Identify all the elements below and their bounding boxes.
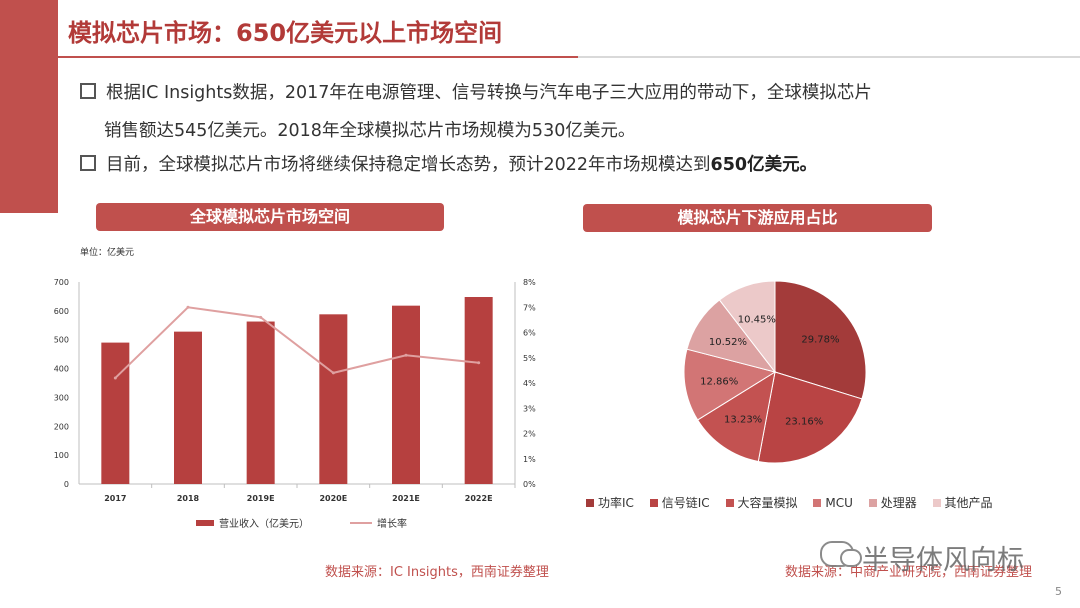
bullet-2-highlight: 650亿美元。 — [710, 155, 818, 175]
pie-slice — [683, 348, 777, 421]
x-tick-label: 2017 — [104, 494, 126, 503]
watermark: 半导体风向标 — [820, 538, 1024, 577]
y2-tick-label: 3% — [523, 404, 536, 413]
application-share-pie: 29.78% 23.16% 13.23% 12.86% 10.52% 10.45% — [683, 280, 867, 464]
y2-tick-label: 4% — [523, 379, 536, 388]
y-tick-label: 0 — [64, 480, 69, 489]
y-tick-label: 200 — [54, 422, 69, 431]
bullet-square-icon — [80, 83, 96, 99]
growth-rate-point — [259, 315, 263, 319]
legend-swatch — [868, 499, 877, 507]
y2-tick-label: 8% — [523, 278, 536, 287]
pie-slice-label: 13.23% — [724, 415, 762, 426]
wechat-icon — [820, 541, 862, 567]
bar — [101, 342, 130, 484]
bullet-2-text: 目前，全球模拟芯片市场将继续保持稳定增长态势，预计2022年市场规模达到 — [106, 155, 711, 175]
legend-swatch — [649, 499, 658, 507]
growth-rate-point — [186, 305, 190, 309]
y-tick-label: 400 — [54, 365, 69, 374]
legend-label: 信号链IC — [661, 496, 710, 510]
x-tick-label: 2019E — [247, 494, 275, 503]
pie-legend-item: 大容量模拟 — [725, 496, 798, 510]
legend-swatch — [725, 499, 734, 507]
bullet-2: 目前，全球模拟芯片市场将继续保持稳定增长态势，预计2022年市场规模达到650亿… — [80, 150, 817, 180]
bullet-square-icon — [80, 155, 96, 171]
bar — [319, 314, 348, 484]
y-tick-label: 500 — [54, 336, 69, 345]
pie-slice — [774, 280, 867, 400]
pie-legend-item: 功率IC — [586, 496, 634, 510]
y-tick-label: 600 — [54, 307, 69, 316]
bar — [392, 305, 420, 484]
pie-legend-item: MCU — [813, 496, 853, 510]
y2-tick-label: 0% — [523, 480, 536, 489]
watermark-text: 半导体风向标 — [862, 545, 1024, 576]
y-tick-label: 300 — [54, 393, 69, 402]
y-tick-label: 700 — [54, 278, 69, 287]
unit-label: 单位：亿美元 — [80, 248, 135, 258]
bar — [246, 321, 275, 484]
bullet-1-line-1: 根据IC Insights数据，2017年在电源管理、信号转换与汽车电子三大应用… — [106, 83, 872, 103]
page-number: 5 — [1055, 585, 1062, 598]
legend-swatch — [813, 499, 822, 507]
bar-legend-label: 营业收入（亿美元） — [219, 519, 309, 530]
line-legend-label: 增长率 — [377, 519, 407, 530]
y2-tick-label: 2% — [523, 430, 536, 439]
bullet-1: 根据IC Insights数据，2017年在电源管理、信号转换与汽车电子三大应用… — [80, 78, 872, 108]
growth-rate-point — [404, 353, 408, 357]
page-title: 模拟芯片市场：650亿美元以上市场空间 — [68, 19, 503, 47]
x-tick-label: 2021E — [392, 494, 420, 503]
pie-slice-label: 12.86% — [700, 376, 738, 387]
legend-label: MCU — [825, 496, 853, 510]
legend-label: 其他产品 — [944, 496, 993, 510]
legend-label: 功率IC — [598, 496, 634, 510]
pie-slice — [696, 370, 776, 463]
pie-slice-label: 10.52% — [709, 337, 747, 348]
title-underline — [58, 56, 578, 58]
bar — [174, 331, 202, 484]
bar-legend: 营业收入（亿美元） — [196, 515, 309, 530]
pie-legend-item: 信号链IC — [649, 496, 710, 510]
pie-slice — [757, 371, 863, 464]
pie-legend-item: 处理器 — [868, 496, 917, 510]
legend-swatch — [932, 499, 941, 507]
legend-swatch — [586, 499, 594, 507]
y2-tick-label: 5% — [523, 354, 536, 363]
x-tick-label: 2018 — [177, 494, 200, 503]
legend-label: 处理器 — [880, 496, 917, 510]
legend-label: 大容量模拟 — [737, 496, 798, 510]
pie-legend: 功率IC 信号链IC 大容量模拟 MCU 处理器 其他产品 — [586, 494, 1005, 511]
y2-tick-label: 6% — [523, 329, 536, 338]
bar-legend-swatch — [196, 520, 214, 526]
pie-slice-label: 23.16% — [785, 416, 823, 427]
bar — [464, 297, 493, 484]
growth-rate-point — [477, 361, 481, 365]
line-legend: 增长率 — [350, 515, 407, 530]
market-size-chart: 0 100 200 300 400 500 600 700 0% 1% 2% 3% 4% 5% 6% 7% 8%… — [54, 278, 536, 503]
pie-slice-label: 29.78% — [801, 335, 839, 346]
y2-tick-label: 7% — [523, 303, 536, 312]
pie-legend-item: 其他产品 — [932, 496, 993, 510]
growth-rate-line — [114, 306, 479, 379]
x-tick-label: 2022E — [465, 494, 493, 503]
left-accent-bar — [0, 0, 58, 213]
y-tick-label: 100 — [54, 451, 69, 460]
title-background — [58, 0, 558, 56]
left-chart-banner: 全球模拟芯片市场空间 — [96, 203, 444, 231]
right-source-note: 数据来源：中商产业研究院，西南证券整理 — [785, 565, 1033, 580]
y2-tick-label: 1% — [523, 455, 536, 464]
growth-rate-point — [331, 371, 335, 375]
left-source-note: 数据来源：IC Insights，西南证券整理 — [325, 565, 549, 580]
pie-slice — [718, 280, 776, 374]
bullet-1-line-2: 销售额达545亿美元。2018年全球模拟芯片市场规模为530亿美元。 — [104, 121, 636, 141]
x-tick-label: 2020E — [319, 494, 347, 503]
right-chart-banner: 模拟芯片下游应用占比 — [583, 204, 932, 232]
pie-slice-label: 10.45% — [738, 315, 776, 326]
line-legend-swatch — [350, 522, 372, 524]
growth-rate-point — [113, 376, 117, 380]
